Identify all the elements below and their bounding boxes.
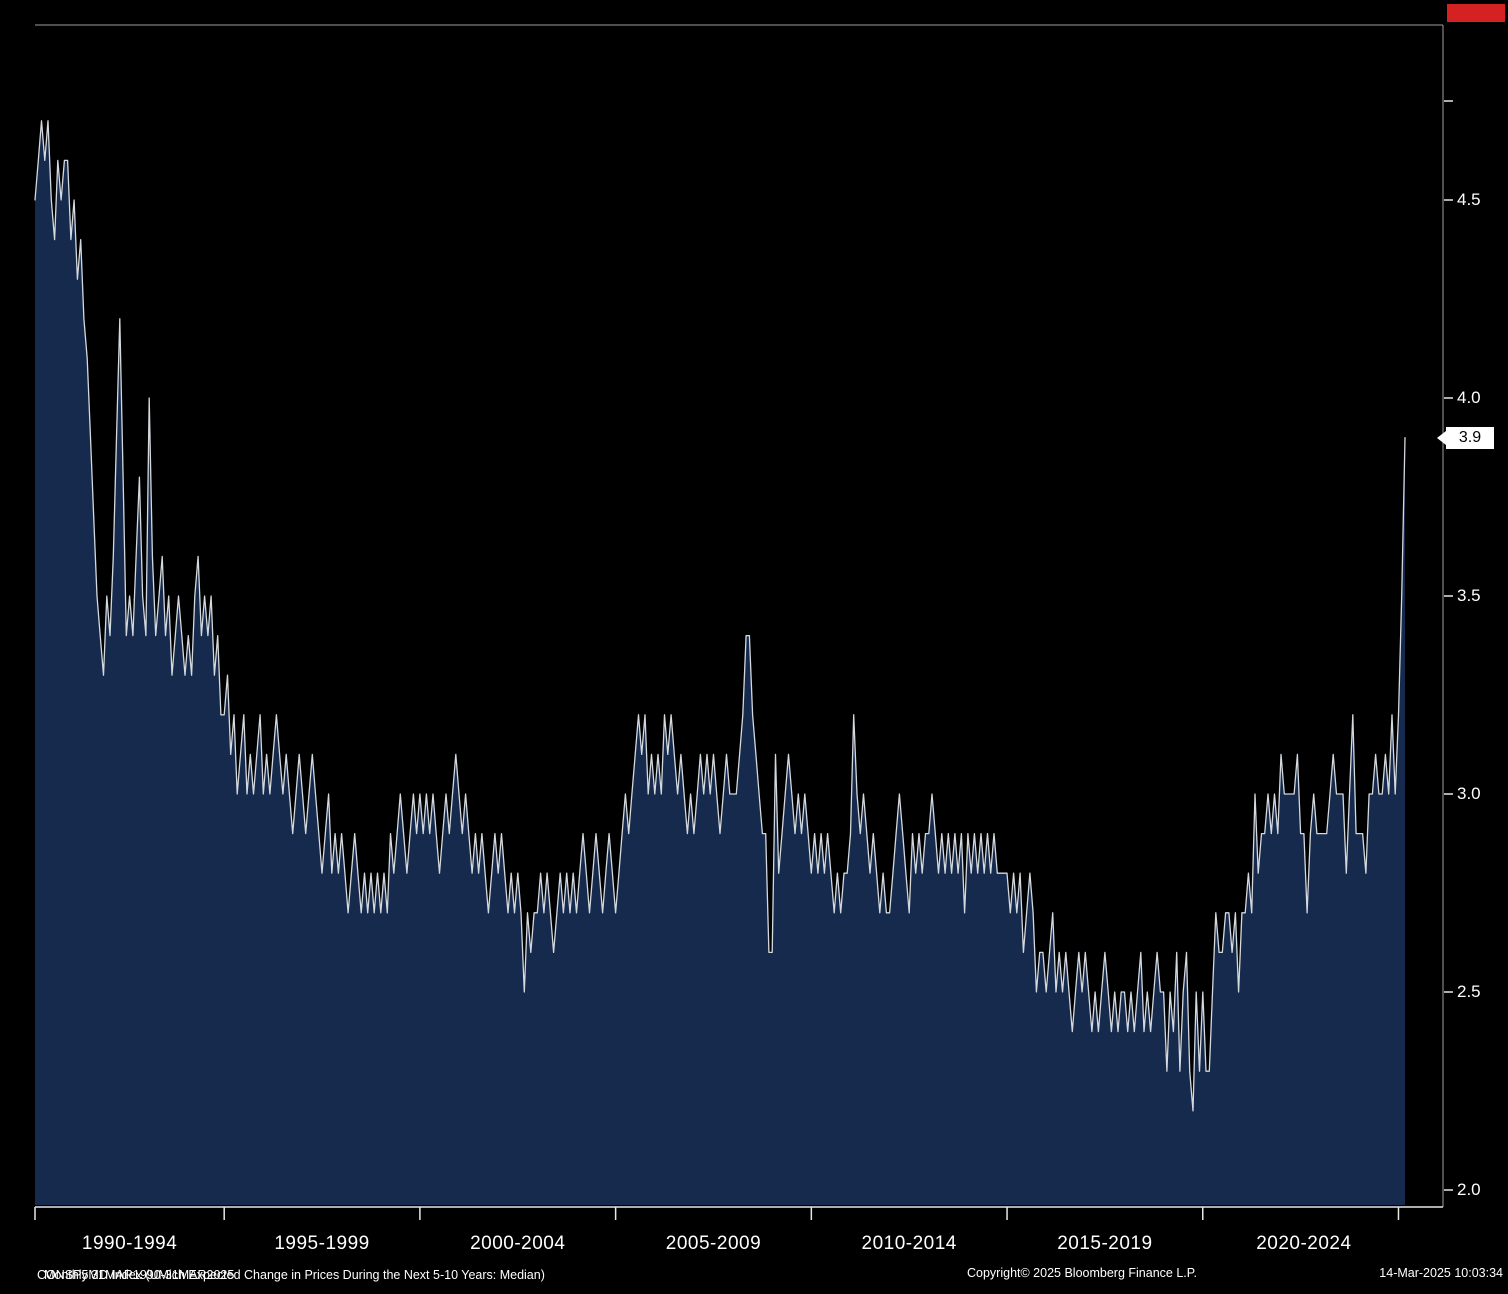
last-price-value: 3.9 (1458, 428, 1482, 446)
x-axis-period-label: 2010-2014 (861, 1233, 957, 1254)
x-axis-period-label: 2020-2024 (1256, 1233, 1352, 1254)
last-price-label: 3.9 (1446, 426, 1494, 449)
series-area-fill (35, 120, 1405, 1205)
footer-date-range: Monthly 31MAR1990-31MAR2025 (43, 1268, 235, 1282)
footer-series-description: CONSP5MD Index (UMich Expected Change in… (37, 1268, 545, 1282)
series-line (34, 120, 1406, 1112)
y-axis-tick-label: 3.5 (1457, 586, 1481, 605)
footer-timestamp: 14-Mar-2025 10:03:34 (1379, 1266, 1503, 1280)
x-axis-period-label: 2005-2009 (665, 1233, 762, 1254)
panel-close-button[interactable] (1447, 4, 1505, 22)
y-axis-tick-label: 4.5 (1457, 190, 1481, 209)
x-axis-period-label: 2015-2019 (1057, 1233, 1153, 1254)
x-axis-period-label: 2000-2004 (470, 1233, 566, 1254)
y-axis-tick-label: 2.0 (1457, 1180, 1481, 1199)
y-axis-tick-label: 2.5 (1457, 982, 1481, 1001)
y-axis-tick-label: 3.0 (1457, 784, 1481, 803)
footer-description: CONSP5MD Index (UMich Expected Change in… (37, 1266, 545, 1282)
footer-bar: CONSP5MD Index (UMich Expected Change in… (0, 1264, 1508, 1288)
x-axis-period-label: 1995-1999 (274, 1233, 370, 1254)
footer-copyright: Copyright© 2025 Bloomberg Finance L.P. (967, 1266, 1197, 1280)
x-axis-period-label: 1990-1994 (81, 1233, 178, 1254)
y-axis-tick-label: 4.0 (1457, 388, 1481, 407)
